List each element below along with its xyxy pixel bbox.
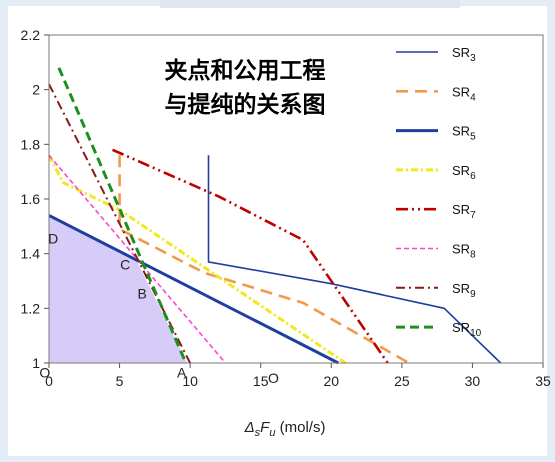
x-tick-label: 5: [116, 373, 124, 389]
x-tick-label: 35: [535, 373, 551, 389]
x-tick-label: 0: [45, 373, 53, 389]
point-label-o: O: [39, 365, 50, 381]
legend-label-sr9: SR9: [452, 281, 476, 300]
series-line-sr10: [57, 67, 188, 364]
legend-label-sr3: SR3: [452, 45, 476, 64]
x-tick-label: 30: [465, 373, 481, 389]
x-tick-label: 15: [253, 373, 269, 389]
series-line-sr7: [111, 148, 389, 364]
point-label-b: B: [137, 285, 146, 301]
chart-panel: [8, 6, 547, 456]
x-tick-label: 10: [182, 373, 198, 389]
series-line-sr6: [47, 154, 347, 365]
point-label-a: A: [177, 365, 187, 381]
legend-label-sr7: SR7: [452, 202, 476, 221]
point-label-o: O: [268, 370, 279, 386]
x-axis-label: ΔsFu (mol/s): [244, 419, 326, 439]
y-tick-label: 1.4: [21, 246, 41, 262]
header-strip: [160, 0, 460, 8]
y-tick-label: 2: [32, 82, 40, 98]
point-label-d: D: [48, 231, 58, 247]
x-tick-label: 25: [394, 373, 410, 389]
point-label-c: C: [120, 257, 130, 273]
legend-label-sr4: SR4: [452, 84, 476, 103]
x-tick-label: 20: [323, 373, 339, 389]
y-tick-label: 1: [32, 355, 40, 371]
legend-label-sr5: SR5: [452, 124, 476, 143]
chart-title-line-2: 与提纯的关系图: [165, 91, 326, 118]
series-line-sr3: [207, 155, 502, 364]
series-line-sr5: [48, 214, 339, 365]
legend-label-sr8: SR8: [452, 242, 476, 261]
y-tick-label: 1.8: [21, 136, 41, 152]
legend-label-sr6: SR6: [452, 163, 476, 182]
chart-title-line-1: 夹点和公用工程: [165, 58, 326, 84]
legend-label-sr10: SR10: [452, 320, 482, 339]
y-tick-label: 1.2: [21, 300, 41, 316]
series-line-sr4: [118, 155, 410, 365]
shaded-region: [49, 215, 188, 363]
y-tick-label: 2.2: [21, 27, 41, 43]
y-tick-label: 1.6: [21, 191, 41, 207]
